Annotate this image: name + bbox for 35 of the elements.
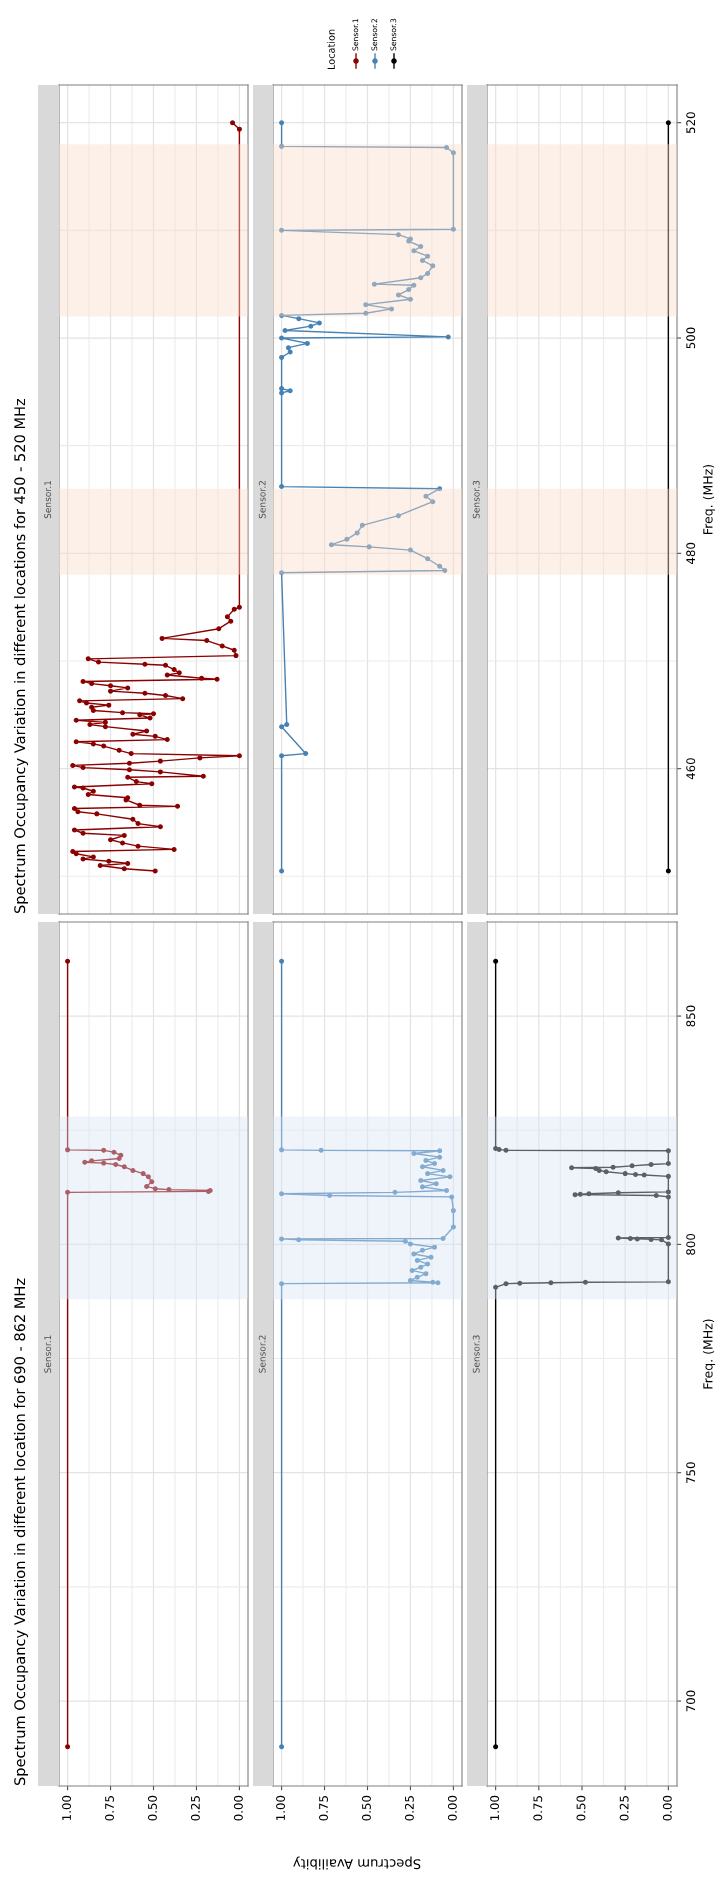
text: Spectrum Occupancy Variation in different locations for 450 - 520 MHz [13,398,29,914]
y-tick-label: 520 [686,112,696,134]
y-axis-title: Freq. (MHz) [702,464,716,534]
x-tick-label: 0.00 [662,1795,672,1821]
x-tick-label: 0.25 [404,1796,414,1821]
text: Sensor.1 [44,1335,52,1373]
text: Spectrum Occupancy Variation in different location for 690 - 862 MHz [13,1278,29,1786]
y-tick-label: 850 [686,1005,696,1027]
legend-title: Location [327,29,335,70]
x-tick-label: 0.75 [319,1796,328,1821]
x-tick-label: 1.00 [62,1795,72,1821]
text: Sensor.3 [472,1335,480,1373]
x-tick-label: 0.00 [233,1795,243,1821]
text: Sensor.2 [258,481,266,519]
y-tick-label: 460 [686,758,696,780]
x-tick-label: 0.75 [105,1796,114,1821]
y-tick-label: 480 [686,542,696,565]
x-tick-label: 0.50 [148,1795,157,1821]
x-tick-label: 0.25 [190,1796,200,1821]
x-tick-label: 0.50 [362,1795,371,1821]
y-tick-label: 750 [686,1462,696,1484]
x-tick-label: 0.50 [576,1795,586,1821]
x-tick-label: 1.00 [276,1795,286,1821]
x-tick-label: 0.75 [533,1796,543,1821]
text: Sensor.3 [472,480,480,519]
y-axis-title: Freq. (MHz) [702,1319,716,1389]
x-tick-label: 0.00 [447,1795,457,1821]
x-axis-title: Spectrum Availibity [293,1856,421,1870]
text: Sensor.2 [258,1335,266,1373]
x-tick-label: 0.25 [619,1796,629,1821]
y-tick-label: 700 [686,1690,696,1712]
y-tick-label: 500 [686,327,696,349]
y-tick-label: 800 [686,1233,696,1255]
text: Sensor.1 [44,480,52,519]
x-tick-label: 1.00 [490,1795,500,1821]
